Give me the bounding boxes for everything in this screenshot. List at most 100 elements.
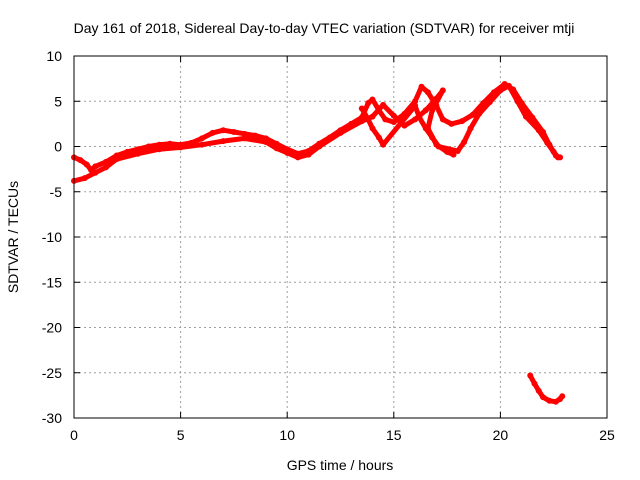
data-point xyxy=(305,151,312,158)
y-tick-label: 0 xyxy=(54,139,62,155)
data-layer xyxy=(71,81,566,405)
data-point xyxy=(102,164,109,171)
data-point xyxy=(177,144,184,151)
data-point xyxy=(134,150,141,157)
x-tick-label: 25 xyxy=(599,427,615,443)
data-point xyxy=(358,105,365,112)
data-point xyxy=(390,112,397,119)
data-point xyxy=(198,135,205,142)
data-point xyxy=(422,107,429,114)
data-point xyxy=(220,127,227,134)
y-tick-label: 10 xyxy=(46,48,62,64)
data-point xyxy=(469,111,476,118)
data-point xyxy=(252,132,259,139)
y-tick-label: -25 xyxy=(42,365,62,381)
y-tick-label: -10 xyxy=(42,229,62,245)
series-track-d xyxy=(527,372,566,405)
data-point xyxy=(552,398,559,405)
data-point xyxy=(497,87,504,94)
data-point xyxy=(365,100,372,107)
y-tick-label: -15 xyxy=(42,274,62,290)
data-point xyxy=(554,154,561,161)
data-point xyxy=(369,125,376,132)
data-point xyxy=(230,129,237,136)
data-point xyxy=(113,156,120,163)
data-point xyxy=(262,138,269,145)
data-point xyxy=(505,82,512,89)
data-point xyxy=(273,145,280,152)
y-axis-label: SDTVAR / TECUs xyxy=(5,181,21,293)
data-point xyxy=(422,125,429,132)
data-point xyxy=(433,95,440,102)
data-point xyxy=(476,110,483,117)
data-point xyxy=(424,89,431,96)
y-tick-label: -5 xyxy=(50,184,63,200)
data-point xyxy=(241,135,248,142)
data-point xyxy=(294,154,301,161)
y-tick-label: -20 xyxy=(42,320,62,336)
data-point xyxy=(83,161,90,168)
data-point xyxy=(81,175,88,182)
data-point xyxy=(316,143,323,150)
data-point xyxy=(454,148,461,155)
data-point xyxy=(467,125,474,132)
x-tick-label: 15 xyxy=(386,427,402,443)
x-tick-label: 10 xyxy=(279,427,295,443)
data-point xyxy=(559,393,566,400)
series-track-c xyxy=(358,82,561,161)
x-tick-label: 5 xyxy=(177,427,185,443)
data-point xyxy=(412,102,419,109)
data-point xyxy=(412,98,419,105)
data-point xyxy=(429,134,436,141)
data-point xyxy=(390,119,397,126)
data-point xyxy=(380,141,387,148)
data-point xyxy=(450,151,457,158)
chart-title: Day 161 of 2018, Sidereal Day-to-day VTE… xyxy=(74,20,575,36)
data-point xyxy=(527,372,534,379)
data-point xyxy=(459,118,466,125)
data-point xyxy=(461,138,468,145)
data-point xyxy=(124,148,131,155)
data-point xyxy=(156,141,163,148)
data-point xyxy=(365,116,372,123)
data-point xyxy=(550,148,557,155)
data-point xyxy=(198,141,205,148)
data-point xyxy=(134,146,141,153)
data-point xyxy=(284,149,291,156)
data-point xyxy=(546,397,553,404)
data-point xyxy=(448,120,455,127)
data-point xyxy=(439,87,446,94)
data-point xyxy=(92,169,99,176)
data-point xyxy=(535,127,542,134)
data-point xyxy=(77,157,84,164)
data-point xyxy=(380,101,387,108)
data-point xyxy=(156,146,163,153)
data-point xyxy=(418,83,425,90)
data-point xyxy=(486,99,493,106)
data-point xyxy=(435,143,442,150)
data-point xyxy=(439,116,446,123)
data-point xyxy=(369,113,376,120)
data-point xyxy=(209,129,216,136)
data-point xyxy=(220,138,227,145)
y-tick-label: 5 xyxy=(54,93,62,109)
data-point xyxy=(166,140,173,147)
data-point xyxy=(429,107,436,114)
data-point xyxy=(531,380,538,387)
x-tick-label: 20 xyxy=(493,427,509,443)
data-point xyxy=(241,130,248,137)
x-axis-label: GPS time / hours xyxy=(287,457,394,473)
data-point xyxy=(358,118,365,125)
data-point xyxy=(382,116,389,123)
series-track-b xyxy=(71,87,457,184)
data-point xyxy=(535,387,542,394)
data-point xyxy=(369,96,376,103)
data-point xyxy=(337,129,344,136)
data-point xyxy=(540,394,547,401)
data-point xyxy=(514,98,521,105)
data-point xyxy=(145,143,152,150)
data-point xyxy=(92,163,99,170)
data-point xyxy=(522,113,529,120)
